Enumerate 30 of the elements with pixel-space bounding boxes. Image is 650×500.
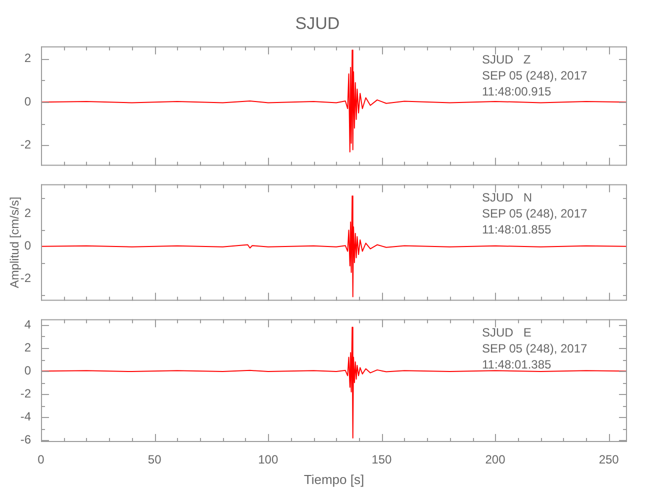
annotation: SEP 05 (248), 2017 — [482, 342, 588, 356]
annotation: SEP 05 (248), 2017 — [482, 206, 588, 221]
annotation: 11:48:00.915 — [482, 84, 552, 99]
annotation: SJUD E — [482, 326, 532, 340]
y-axis-title: Amplitud [cm/s/s] — [8, 196, 22, 288]
x-tick-label: 0 — [38, 452, 45, 467]
annotation: SJUD Z — [482, 52, 531, 67]
y-tick-label: 2 — [24, 340, 32, 354]
annotation: SEP 05 (248), 2017 — [482, 68, 588, 83]
x-tick-label: 50 — [148, 452, 162, 467]
y-tick-label: -2 — [20, 271, 32, 286]
x-tick-label: 200 — [485, 452, 506, 467]
x-tick-label: 150 — [372, 452, 392, 467]
y-tick-label: 0 — [24, 363, 32, 378]
y-tick-label: 4 — [24, 317, 32, 332]
y-tick-label: -4 — [20, 410, 32, 424]
annotation: 11:48:01.855 — [482, 222, 552, 237]
x-axis-title: Tiempo [s] — [304, 472, 364, 487]
y-tick-label: -2 — [20, 386, 32, 400]
y-tick-label: -6 — [20, 432, 32, 447]
annotation: 11:48:01.385 — [482, 358, 552, 372]
x-tick-label: 250 — [598, 452, 620, 467]
y-tick-label: 0 — [24, 238, 32, 253]
chart-title: SJUD — [295, 14, 340, 33]
y-tick-label: -2 — [20, 138, 32, 152]
x-tick-label: 100 — [258, 452, 278, 467]
y-tick-label: 0 — [24, 94, 32, 108]
y-tick-label: 2 — [24, 206, 32, 220]
annotation: SJUD N — [482, 190, 532, 205]
y-tick-label: 2 — [24, 51, 32, 66]
